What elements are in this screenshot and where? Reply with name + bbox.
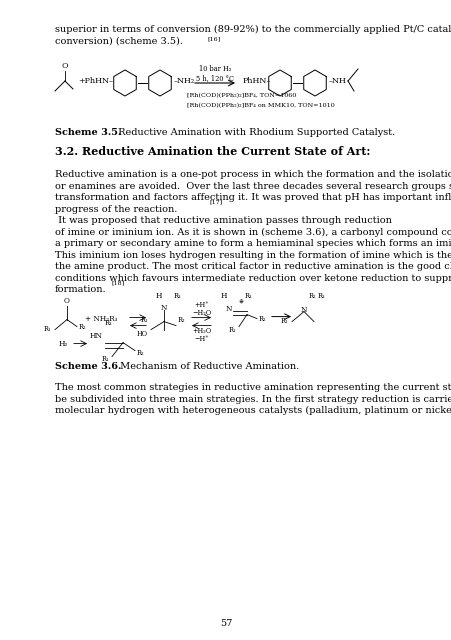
Text: N: N bbox=[300, 306, 307, 314]
Text: R₃: R₃ bbox=[318, 292, 325, 300]
Text: +PhHN–: +PhHN– bbox=[78, 77, 113, 85]
Text: +H⁺: +H⁺ bbox=[194, 301, 208, 308]
Text: transformation and factors affecting it. It was proved that pH has important inf: transformation and factors affecting it.… bbox=[55, 193, 451, 202]
Text: or enamines are avoided.  Over the last three decades several research groups st: or enamines are avoided. Over the last t… bbox=[55, 182, 451, 191]
Text: R₁: R₁ bbox=[101, 355, 109, 363]
Text: H₂: H₂ bbox=[58, 340, 68, 348]
Text: 5 h, 120 °C: 5 h, 120 °C bbox=[196, 74, 234, 82]
Text: Reductive Amination with Rhodium Supported Catalyst.: Reductive Amination with Rhodium Support… bbox=[115, 128, 394, 137]
Text: –NH₂: –NH₂ bbox=[174, 77, 195, 85]
Text: be subdivided into three main strategies. In the first strategy reduction is car: be subdivided into three main strategies… bbox=[55, 395, 451, 404]
Text: O: O bbox=[64, 296, 70, 305]
Text: [16]: [16] bbox=[207, 36, 220, 41]
Text: conversion) (scheme 3.5).: conversion) (scheme 3.5). bbox=[55, 36, 183, 45]
Text: N: N bbox=[161, 303, 167, 312]
Text: R₁: R₁ bbox=[140, 316, 147, 324]
Text: R₂: R₂ bbox=[258, 315, 266, 323]
Text: R₃: R₃ bbox=[244, 292, 252, 300]
Text: R₃: R₃ bbox=[105, 319, 112, 326]
Text: conditions which favours intermediate reduction over ketone reduction to suppres: conditions which favours intermediate re… bbox=[55, 274, 451, 283]
Text: R₁: R₁ bbox=[280, 317, 287, 324]
Text: HO: HO bbox=[137, 330, 147, 338]
Text: Scheme 3.5.: Scheme 3.5. bbox=[55, 128, 121, 137]
Text: −H⁺: −H⁺ bbox=[194, 335, 208, 342]
Text: R₂: R₂ bbox=[79, 323, 87, 331]
Text: O: O bbox=[61, 62, 68, 70]
Text: superior in terms of conversion (89-92%) to the commercially applied Pt/C cataly: superior in terms of conversion (89-92%)… bbox=[55, 25, 451, 34]
Text: –NH: –NH bbox=[328, 77, 346, 85]
Text: R₂: R₂ bbox=[308, 292, 316, 300]
Text: Mechanism of Reductive Amination.: Mechanism of Reductive Amination. bbox=[117, 362, 299, 371]
Text: the amine product. The most critical factor in reductive amination is the good c: the amine product. The most critical fac… bbox=[55, 262, 451, 271]
Text: molecular hydrogen with heterogeneous catalysts (palladium, platinum or nickel c: molecular hydrogen with heterogeneous ca… bbox=[55, 406, 451, 415]
Text: of imine or iminium ion. As it is shown in (scheme 3.6), a carbonyl compound com: of imine or iminium ion. As it is shown … bbox=[55, 228, 451, 237]
Text: PhHN–: PhHN– bbox=[243, 77, 271, 85]
Text: a primary or secondary amine to form a hemiaminal species which forms an iminium: a primary or secondary amine to form a h… bbox=[55, 239, 451, 248]
Text: 57: 57 bbox=[219, 619, 232, 628]
Text: Scheme 3.6.: Scheme 3.6. bbox=[55, 362, 121, 371]
Text: −H₂O: −H₂O bbox=[192, 308, 211, 317]
Text: [Rh(COD)(PPh₂)₂]BF₄, TON=1060: [Rh(COD)(PPh₂)₂]BF₄, TON=1060 bbox=[187, 93, 296, 98]
Text: H: H bbox=[220, 292, 227, 300]
Text: R₁: R₁ bbox=[228, 326, 235, 333]
Text: +H₂O: +H₂O bbox=[192, 326, 211, 335]
Text: R₂: R₂ bbox=[137, 349, 144, 356]
Text: H: H bbox=[156, 292, 162, 300]
Text: R₂: R₂ bbox=[178, 316, 185, 324]
Text: [Rh(COD)(PPh₂)₂]BF₄ on MMK10, TON=1010: [Rh(COD)(PPh₂)₂]BF₄ on MMK10, TON=1010 bbox=[187, 103, 334, 108]
Text: ⊕: ⊕ bbox=[238, 299, 242, 304]
Text: progress of the reaction.: progress of the reaction. bbox=[55, 205, 177, 214]
Text: It was proposed that reductive amination passes through reduction: It was proposed that reductive amination… bbox=[55, 216, 391, 225]
Text: HN: HN bbox=[89, 332, 102, 340]
Text: The most common strategies in reductive amination representing the current state: The most common strategies in reductive … bbox=[55, 383, 451, 392]
Text: N: N bbox=[226, 305, 232, 312]
Text: Reductive amination is a one-pot process in which the formation and the isolatio: Reductive amination is a one-pot process… bbox=[55, 170, 451, 179]
Text: 3.2. Reductive Amination the Current State of Art:: 3.2. Reductive Amination the Current Sta… bbox=[55, 146, 369, 157]
Text: R₃: R₃ bbox=[174, 292, 181, 300]
Text: R₁: R₁ bbox=[43, 324, 51, 333]
Text: 10 bar H₂: 10 bar H₂ bbox=[198, 65, 230, 73]
Text: This iminium ion loses hydrogen resulting in the formation of imine which is the: This iminium ion loses hydrogen resultin… bbox=[55, 251, 451, 260]
Text: [17]: [17] bbox=[210, 200, 223, 205]
Text: [18]: [18] bbox=[112, 280, 125, 285]
Text: + NH₂R₃: + NH₂R₃ bbox=[85, 315, 117, 323]
Text: formation.: formation. bbox=[55, 285, 106, 294]
